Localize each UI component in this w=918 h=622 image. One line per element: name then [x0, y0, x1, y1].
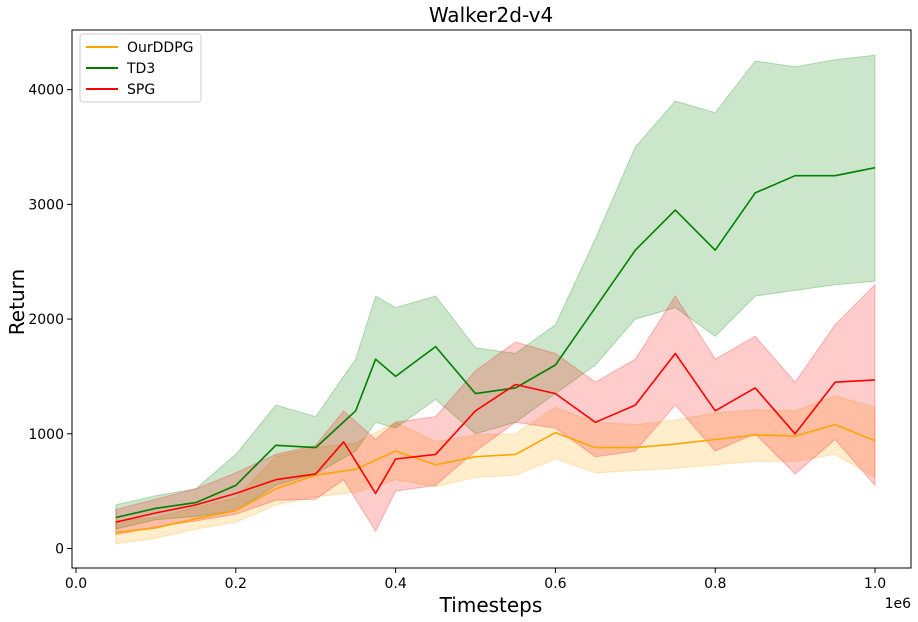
x-axis-offset-label: 1e6 — [885, 596, 912, 612]
x-tick-label: 0.4 — [384, 576, 406, 592]
ourddpg-band — [115, 395, 876, 545]
plot-frame — [71, 29, 912, 569]
legend: OurDDPG TD3 SPG — [79, 33, 202, 103]
y-tick-label: 3000 — [28, 197, 64, 213]
chart-title: Walker2d-v4 — [429, 3, 553, 27]
legend-label-ourddpg: OurDDPG — [127, 40, 194, 56]
y-axis-ticks: 0 1000 2000 3000 4000 — [28, 83, 72, 557]
legend-label-spg: SPG — [127, 82, 155, 98]
y-tick-label: 0 — [55, 541, 64, 557]
x-tick-label: 0.2 — [225, 576, 247, 592]
x-axis-ticks: 0.0 0.2 0.4 0.6 0.8 1.0 — [65, 568, 886, 592]
td3-band — [115, 54, 876, 530]
y-axis-label: Return — [5, 269, 29, 335]
x-tick-label: 0.8 — [704, 576, 726, 592]
y-tick-label: 1000 — [28, 427, 64, 443]
x-axis-label: Timesteps — [439, 593, 543, 617]
series-lines — [115, 166, 876, 534]
legend-box — [79, 33, 202, 103]
x-tick-label: 0.6 — [544, 576, 566, 592]
td3-line — [115, 166, 876, 519]
ourddpg-line — [115, 423, 876, 534]
confidence-bands — [115, 54, 876, 545]
x-tick-label: 0.0 — [65, 576, 87, 592]
legend-items: OurDDPG TD3 SPG — [86, 40, 194, 98]
spg-band — [115, 283, 876, 536]
y-tick-label: 4000 — [28, 83, 64, 99]
legend-label-td3: TD3 — [126, 61, 155, 77]
x-tick-label: 1.0 — [864, 576, 886, 592]
y-tick-label: 2000 — [28, 312, 64, 328]
spg-line — [115, 352, 876, 523]
